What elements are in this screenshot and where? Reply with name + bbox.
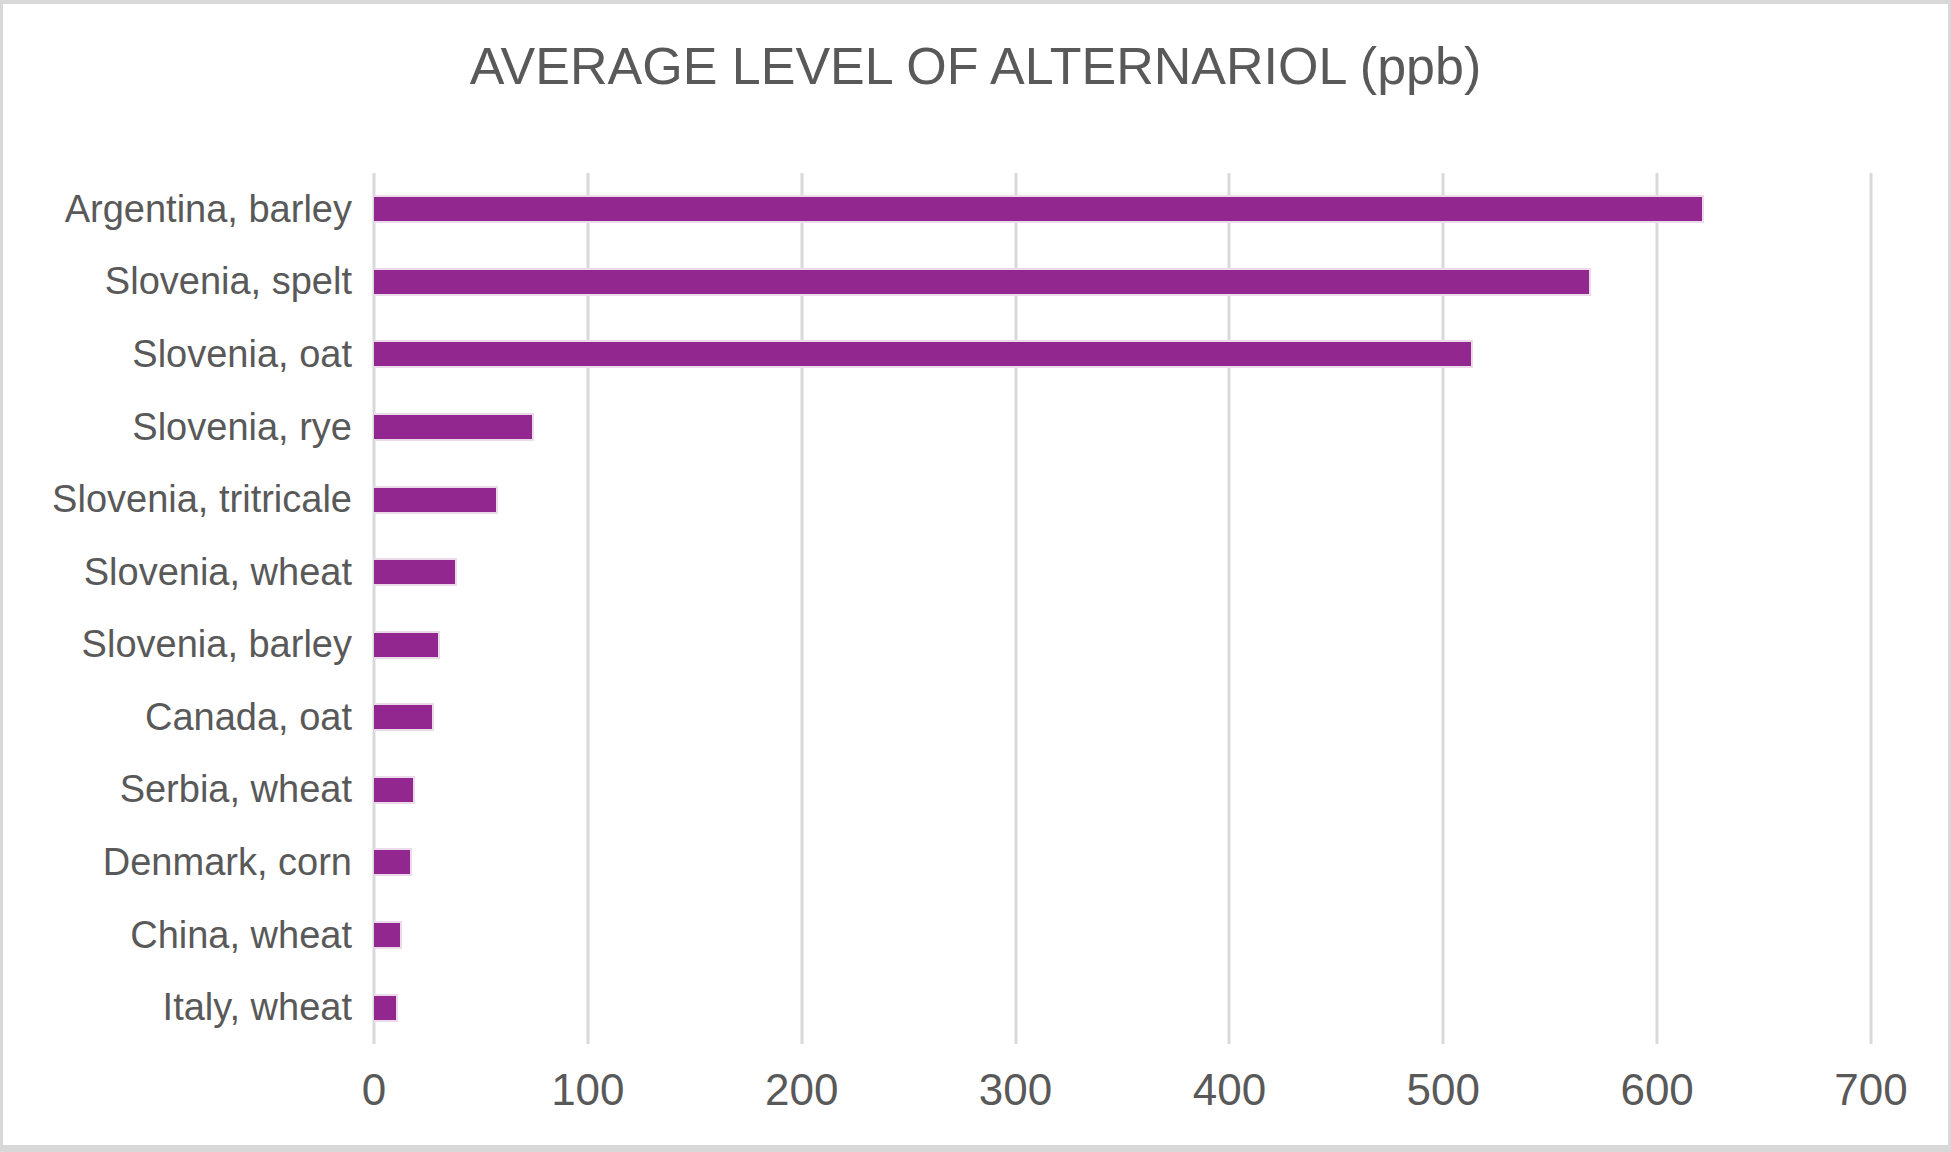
category-label: Canada, oat <box>3 681 352 754</box>
bar-row <box>374 246 1871 319</box>
category-label: Serbia, wheat <box>3 754 352 827</box>
value-axis-tick-label: 700 <box>1834 1060 1907 1120</box>
category-label: Italy, wheat <box>3 971 352 1044</box>
value-axis-tick-label: 200 <box>765 1060 838 1120</box>
bar-row <box>374 899 1871 972</box>
bars-layer <box>374 173 1871 1044</box>
value-axis-tick-label: 400 <box>1193 1060 1266 1120</box>
category-label: Slovenia, spelt <box>3 246 352 319</box>
bar-serbia-wheat <box>374 776 415 804</box>
bar-slovenia-spelt <box>374 268 1591 296</box>
value-axis-tick-label: 600 <box>1620 1060 1693 1120</box>
category-label: China, wheat <box>3 899 352 972</box>
value-axis-tick-label: 500 <box>1407 1060 1480 1120</box>
plot-area <box>374 173 1871 1044</box>
category-label: Denmark, corn <box>3 826 352 899</box>
bar-china-wheat <box>374 921 402 949</box>
bar-row <box>374 318 1871 391</box>
bar-row <box>374 173 1871 246</box>
bar-slovenia-tritricale <box>374 486 498 514</box>
value-axis-labels: 0100200300400500600700 <box>374 1060 1871 1120</box>
bar-row <box>374 754 1871 827</box>
bar-row <box>374 681 1871 754</box>
value-axis-tick-label: 100 <box>551 1060 624 1120</box>
bar-slovenia-barley <box>374 631 440 659</box>
bar-row <box>374 971 1871 1044</box>
chart-frame: AVERAGE LEVEL OF ALTERNARIOL (ppb) Argen… <box>0 0 1951 1152</box>
category-label: Argentina, barley <box>3 173 352 246</box>
category-axis-labels: Argentina, barleySlovenia, speltSlovenia… <box>3 173 352 1044</box>
bar-slovenia-rye <box>374 413 534 441</box>
chart-title: AVERAGE LEVEL OF ALTERNARIOL (ppb) <box>3 36 1948 96</box>
bar-row <box>374 608 1871 681</box>
bar-argentina-barley <box>374 195 1704 223</box>
category-label: Slovenia, oat <box>3 318 352 391</box>
category-label: Slovenia, barley <box>3 608 352 681</box>
value-axis-tick-label: 0 <box>362 1060 386 1120</box>
bar-italy-wheat <box>374 994 398 1022</box>
category-label: Slovenia, wheat <box>3 536 352 609</box>
bar-denmark-corn <box>374 848 412 876</box>
bar-slovenia-oat <box>374 340 1473 368</box>
bar-row <box>374 826 1871 899</box>
bar-row <box>374 536 1871 609</box>
bar-canada-oat <box>374 703 434 731</box>
bar-row <box>374 391 1871 464</box>
category-label: Slovenia, rye <box>3 391 352 464</box>
value-axis-tick-label: 300 <box>979 1060 1052 1120</box>
category-label: Slovenia, tritricale <box>3 463 352 536</box>
bar-row <box>374 463 1871 536</box>
bar-slovenia-wheat <box>374 558 457 586</box>
